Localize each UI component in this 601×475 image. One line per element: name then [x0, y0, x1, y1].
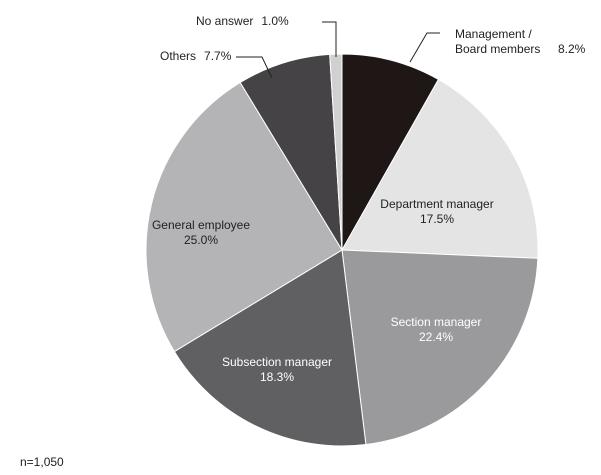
pie-slice [239, 53, 343, 251]
category-label: Department manager [380, 197, 494, 211]
leader-line [322, 21, 337, 57]
pie-slice [341, 78, 539, 259]
slice-label: General employee 25.0% [152, 218, 250, 248]
leader-line [409, 32, 440, 63]
pie-slice [173, 249, 367, 447]
pie-slice [145, 81, 343, 353]
category-label: No answer [196, 14, 254, 28]
sample-note: n=1,050 [20, 455, 64, 469]
slice-label: Management / Board members 8.2% [455, 27, 585, 57]
value-label: 18.3% [259, 370, 295, 384]
value-label: 1.0% [261, 14, 289, 28]
pie-slice [341, 249, 539, 446]
value-label: 8.2% [558, 42, 586, 56]
category-label: Section manager [390, 315, 482, 329]
value-label: 17.5% [419, 212, 455, 226]
leader-line [236, 56, 273, 79]
category-label: Subsection manager [221, 355, 333, 369]
category-label: Others [160, 49, 197, 63]
slice-label: No answer 1.0% [196, 14, 289, 29]
slices [145, 53, 539, 447]
value-label: 22.4% [418, 330, 454, 344]
slice-label: Section manager 22.4% [391, 315, 482, 345]
slice-label: Subsection manager 18.3% [222, 355, 332, 385]
slice-label: Others 7.7% [160, 49, 231, 64]
category-label: General employee [151, 218, 251, 232]
slice-label: Department manager 17.5% [380, 197, 493, 227]
value-label: 25.0% [183, 233, 219, 247]
category-label: Management / Board members [455, 27, 541, 56]
value-label: 7.7% [204, 49, 232, 63]
pie-slice [341, 53, 440, 252]
